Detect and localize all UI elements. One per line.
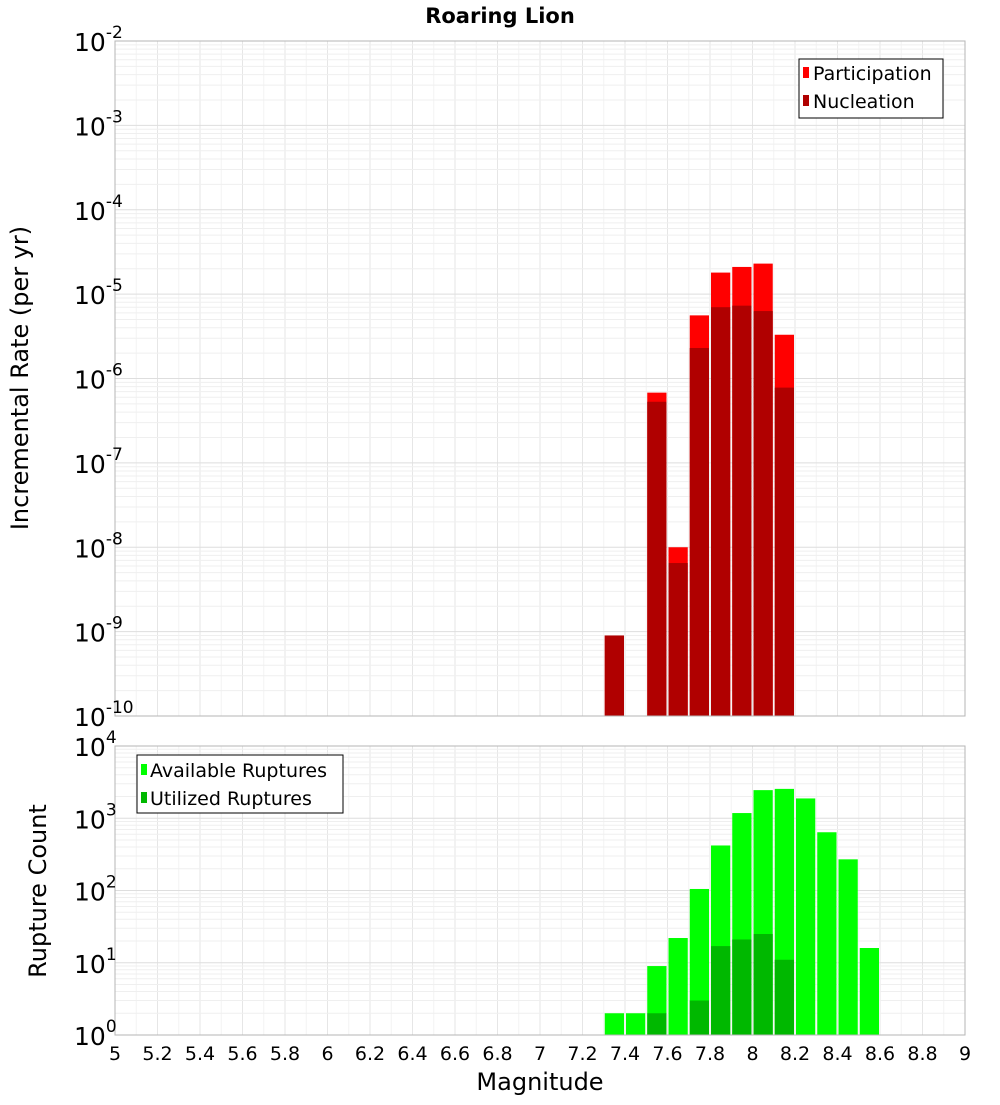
count-y-tick-label: 101 (74, 945, 117, 979)
participation-legend-swatch (803, 67, 809, 78)
chart-title: Roaring Lion (425, 4, 575, 28)
utilized-legend-swatch (141, 792, 147, 803)
available-legend-label: Available Ruptures (150, 760, 327, 782)
x-tick-label: 5.6 (227, 1043, 257, 1065)
rate-y-tick-label: 10-10 (74, 698, 134, 732)
rate-y-tick-label: 10-8 (74, 529, 123, 563)
rate-bar-nucleation (647, 401, 667, 716)
x-tick-label: 5.8 (270, 1043, 300, 1065)
x-tick-label: 8.4 (822, 1043, 852, 1065)
rate-bar-nucleation (732, 305, 752, 716)
count-bar-available-ruptures (626, 1013, 646, 1035)
count-bar-available-ruptures (796, 798, 816, 1035)
x-tick-label: 5.4 (185, 1043, 215, 1065)
count-bar-available-ruptures (668, 938, 688, 1035)
x-tick-label: 8.2 (780, 1043, 810, 1065)
count-bar-utilized-ruptures (647, 1013, 667, 1035)
rate-y-tick-label: 10-5 (74, 276, 123, 310)
rate-legend-box (798, 58, 944, 119)
rate-y-tick-label: 10-2 (74, 23, 123, 57)
nucleation-legend-swatch (803, 95, 809, 106)
x-tick-label: 6.4 (397, 1043, 427, 1065)
x-tick-label: 5.2 (142, 1043, 172, 1065)
count-y-tick-label: 103 (74, 800, 117, 834)
count-bar-available-ruptures (838, 859, 858, 1035)
x-tick-label: 7 (534, 1043, 546, 1065)
x-tick-label: 6.2 (355, 1043, 385, 1065)
count-bar-utilized-ruptures (689, 1000, 709, 1035)
x-tick-label: 5 (109, 1043, 121, 1065)
x-tick-label: 8 (746, 1043, 758, 1065)
rate-plot-border (114, 40, 966, 717)
rate-y-tick-label: 10-7 (74, 445, 123, 479)
count-y-tick-label: 102 (74, 873, 117, 907)
rate-y-tick-label: 10-4 (74, 192, 123, 226)
utilized-legend-label: Utilized Ruptures (150, 788, 312, 810)
x-axis-label: Magnitude (476, 1068, 603, 1096)
count-bar-available-ruptures (689, 888, 709, 1035)
rate-y-axis-label: Incremental Rate (per yr) (6, 226, 34, 530)
nucleation-legend-label: Nucleation (813, 91, 915, 113)
rate-bar-nucleation (711, 307, 731, 716)
count-legend-box (136, 754, 344, 814)
rate-bar-nucleation (604, 635, 624, 716)
rate-y-tick-label: 10-6 (74, 361, 123, 395)
rate-y-tick-label: 10-9 (74, 614, 123, 648)
x-tick-label: 8.8 (907, 1043, 937, 1065)
rate-bar-nucleation (668, 563, 688, 716)
count-bar-utilized-ruptures (732, 939, 752, 1035)
x-tick-label: 8.6 (865, 1043, 895, 1065)
rate-panel: 10-10 10-9 10-8 10-7 10-6 10-5 10-4 10-3 10-2 In… (6, 23, 966, 732)
available-legend-swatch (141, 764, 147, 775)
participation-legend-label: Participation (813, 63, 932, 85)
count-bar-utilized-ruptures (753, 933, 773, 1035)
rate-gridlines (114, 41, 966, 717)
count-panel: 100 101 102 103 104 5 5.2 5.4 5.6 5.8 6 6.2 6.4 6.6 6… (24, 728, 971, 1096)
x-tick-label: 7.2 (567, 1043, 597, 1065)
x-tick-label: 7.8 (695, 1043, 725, 1065)
count-bar-available-ruptures (604, 1013, 624, 1035)
x-tick-label: 9 (959, 1043, 971, 1065)
count-bar-available-ruptures (859, 948, 879, 1035)
x-tick-label: 6.6 (440, 1043, 470, 1065)
rate-legend: Participation Nucleation (798, 58, 944, 119)
x-tick-label: 6.8 (482, 1043, 512, 1065)
x-tick-label: 6 (321, 1043, 333, 1065)
count-bars (604, 788, 879, 1035)
count-y-tick-label: 104 (74, 728, 117, 762)
rate-y-tick-labels: 10-10 10-9 10-8 10-7 10-6 10-5 10-4 10-3 10-2 (74, 23, 134, 732)
rate-y-tick-label: 10-3 (74, 107, 123, 141)
count-y-tick-labels: 100 101 102 103 104 (74, 728, 117, 1051)
count-y-tick-label: 100 (74, 1017, 117, 1051)
count-y-axis-label: Rupture Count (24, 804, 52, 978)
rate-bar-nucleation (689, 347, 709, 716)
count-bar-available-ruptures (817, 832, 837, 1035)
count-legend: Available Ruptures Utilized Ruptures (136, 754, 344, 814)
count-bar-utilized-ruptures (774, 959, 794, 1035)
rate-bar-nucleation (753, 311, 773, 716)
count-bar-utilized-ruptures (711, 946, 731, 1035)
x-tick-labels: 5 5.2 5.4 5.6 5.8 6 6.2 6.4 6.6 6.8 7 7.2 7.4 7.6 7.8 8… (109, 1043, 971, 1065)
x-tick-label: 7.4 (610, 1043, 640, 1065)
count-plot-border (114, 745, 966, 1036)
x-tick-label: 7.6 (652, 1043, 682, 1065)
rate-bars (604, 263, 794, 716)
rate-bar-nucleation (774, 387, 794, 716)
